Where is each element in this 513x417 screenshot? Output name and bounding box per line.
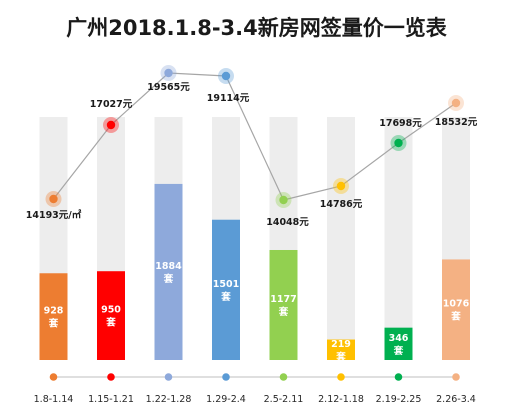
bar-2.26-3.4 [442, 259, 470, 360]
bar-value-label: 1884 [155, 261, 182, 272]
axis-marker [164, 373, 173, 381]
bar-value-label: 1501 [213, 279, 239, 290]
price-point [49, 194, 58, 204]
bar-unit-label: 套 [48, 318, 59, 330]
bar-2.19-2.25 [384, 327, 413, 360]
bar-2.12-1.18 [327, 339, 355, 360]
chart-title: 广州2018.1.8-3.4新房网签量价一览表 [66, 16, 447, 40]
bars [39, 183, 470, 360]
price-line [53, 72, 457, 201]
price-point [394, 138, 403, 148]
price-label: 17698元 [379, 118, 422, 129]
tick-label: 2.5-2.11 [264, 394, 304, 405]
bar-unit-label: 套 [220, 291, 231, 303]
axis-marker [337, 373, 345, 381]
bar-track [327, 117, 355, 360]
tick-label: 2.26-3.4 [436, 394, 476, 405]
bar-value-label: 950 [101, 305, 121, 316]
axis-marker [222, 373, 230, 381]
bar-unit-label: 套 [335, 351, 346, 363]
axis-marker [49, 373, 58, 381]
bar-unit-label: 套 [278, 306, 289, 318]
tick-label: 2.12-1.18 [318, 394, 364, 405]
price-point [164, 68, 173, 78]
bar-1.8-1.14 [39, 273, 68, 360]
tick-label: 1.22-1.28 [146, 394, 192, 405]
bar-value-label: 1076 [443, 299, 470, 310]
tick-label: 1.8-1.14 [34, 394, 74, 405]
bar-1.15-1.21 [97, 271, 125, 360]
price-line-path [53, 72, 457, 201]
price-point [221, 71, 231, 81]
price-label: 14193元/㎡ [26, 209, 82, 221]
price-label: 17027元 [90, 99, 133, 110]
bar-1.29-2.4 [212, 219, 240, 360]
price-point [336, 181, 346, 191]
bar-unit-label: 套 [163, 273, 174, 285]
bar-1.22-1.28 [154, 183, 183, 360]
price-point [279, 195, 288, 205]
bar-track [384, 117, 413, 360]
price-label: 19114元 [207, 93, 250, 104]
bar-unit-label: 套 [393, 345, 404, 357]
tick-label: 2.19-2.25 [376, 394, 422, 405]
axis-marker [279, 373, 288, 381]
tick-label: 1.29-2.4 [206, 394, 246, 405]
bar-value-label: 1177 [270, 294, 296, 305]
price-labels: 14193元/㎡ 17027元 19565元 19114元 14048元 14786元 17… [26, 82, 478, 228]
price-label: 19565元 [147, 82, 190, 93]
bar-unit-label: 套 [450, 311, 461, 323]
axis-marker [452, 373, 460, 381]
price-label: 14048元 [266, 217, 309, 228]
price-points [45, 65, 464, 208]
bar-2.5-2.11 [269, 249, 298, 360]
bar-value-label: 928 [44, 306, 64, 317]
axis-marker [394, 373, 403, 381]
bar-value-label: 219 [331, 339, 351, 350]
x-axis: 1.8-1.14 1.15-1.21 1.22-1.28 1.29-2.4 2.5-2.… [34, 373, 476, 405]
bar-value-label: 346 [389, 333, 409, 344]
axis-marker [107, 373, 115, 381]
tick-label: 1.15-1.21 [88, 394, 134, 405]
price-point [106, 120, 116, 130]
price-point [451, 98, 461, 108]
price-label: 14786元 [320, 199, 363, 210]
price-label: 18532元 [435, 117, 478, 128]
bar-unit-label: 套 [105, 317, 116, 329]
